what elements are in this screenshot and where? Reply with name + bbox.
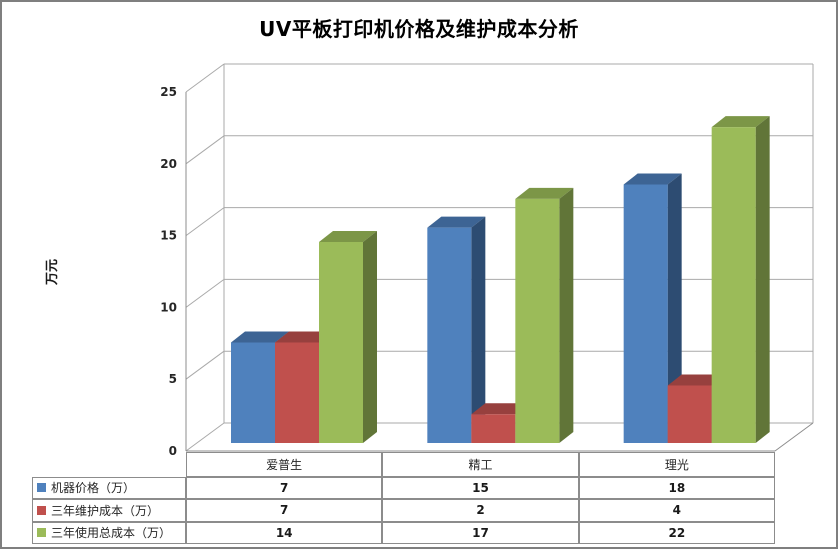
bar-top-爱普生-s0: [231, 331, 289, 343]
bar-front-爱普生-s0: [231, 342, 275, 443]
bar-front-精工-s1: [471, 414, 516, 443]
bar-front-精工-s2: [515, 198, 560, 443]
y-tick-label-15: 15: [160, 229, 177, 243]
bar-front-爱普生-s1: [275, 342, 319, 443]
category-header-cell: 精工: [382, 451, 579, 477]
value-cell: 15: [382, 476, 579, 500]
series-label-cell: 三年维护成本（万）: [32, 499, 186, 522]
value-cell: 22: [578, 521, 775, 545]
bar-top-精工-s1: [471, 403, 530, 415]
bar-front-爱普生-s2: [319, 241, 363, 443]
bar-top-爱普生-s2: [319, 230, 377, 242]
legend-swatch: [37, 505, 46, 515]
series-name: 三年使用总成本（万）: [51, 526, 172, 541]
chart-title: UV平板打印机价格及维护成本分析: [259, 17, 579, 41]
bar-top-理光-s2: [711, 116, 770, 128]
bar-front-理光-s2: [711, 127, 756, 443]
bar-side-精工-s0: [471, 216, 486, 443]
bar-side-理光-s2: [755, 116, 770, 443]
category-header-cell: 爱普生: [186, 451, 383, 477]
bar-side-精工-s2: [559, 187, 574, 443]
value-cell: 2: [382, 499, 579, 522]
y-tick-label-10: 10: [160, 300, 177, 314]
tick-depth-line-15: [185, 207, 225, 237]
value-cell: 4: [578, 499, 775, 522]
legend-swatch: [37, 528, 46, 538]
floor-right-edge: [774, 422, 814, 452]
series-label-cell: 机器价格（万）: [32, 476, 186, 500]
bar-top-理光-s0: [623, 173, 682, 185]
y-tick-label-20: 20: [160, 157, 177, 171]
y-tick-label-0: 0: [169, 444, 177, 458]
category-header-cell: 理光: [578, 451, 775, 477]
series-name: 机器价格（万）: [51, 481, 136, 496]
tick-depth-line-25: [185, 63, 225, 93]
value-cell: 7: [186, 476, 383, 500]
tick-depth-line-20: [185, 135, 225, 165]
bar-top-理光-s1: [667, 374, 726, 386]
bar-front-理光-s0: [623, 184, 668, 443]
tick-depth-line-10: [185, 278, 225, 308]
bar-front-理光-s1: [667, 385, 712, 443]
series-name: 三年维护成本（万）: [51, 503, 160, 518]
tick-depth-line-0: [185, 422, 225, 452]
value-cell: 14: [186, 521, 383, 545]
value-cell: 17: [382, 521, 579, 545]
bar-top-精工-s2: [515, 187, 574, 199]
bar-front-精工-s0: [427, 227, 472, 443]
legend-swatch: [37, 483, 46, 493]
value-cell: 18: [578, 476, 775, 500]
bar-side-爱普生-s2: [363, 230, 377, 443]
bar-top-爱普生-s1: [275, 331, 333, 343]
tick-depth-line-5: [185, 350, 225, 380]
y-tick-label-5: 5: [169, 372, 177, 386]
bar-side-理光-s0: [667, 173, 682, 443]
series-label-cell: 三年使用总成本（万）: [32, 521, 186, 545]
y-tick-label-25: 25: [160, 85, 177, 99]
bar-top-精工-s0: [427, 216, 486, 228]
value-cell: 7: [186, 499, 383, 522]
